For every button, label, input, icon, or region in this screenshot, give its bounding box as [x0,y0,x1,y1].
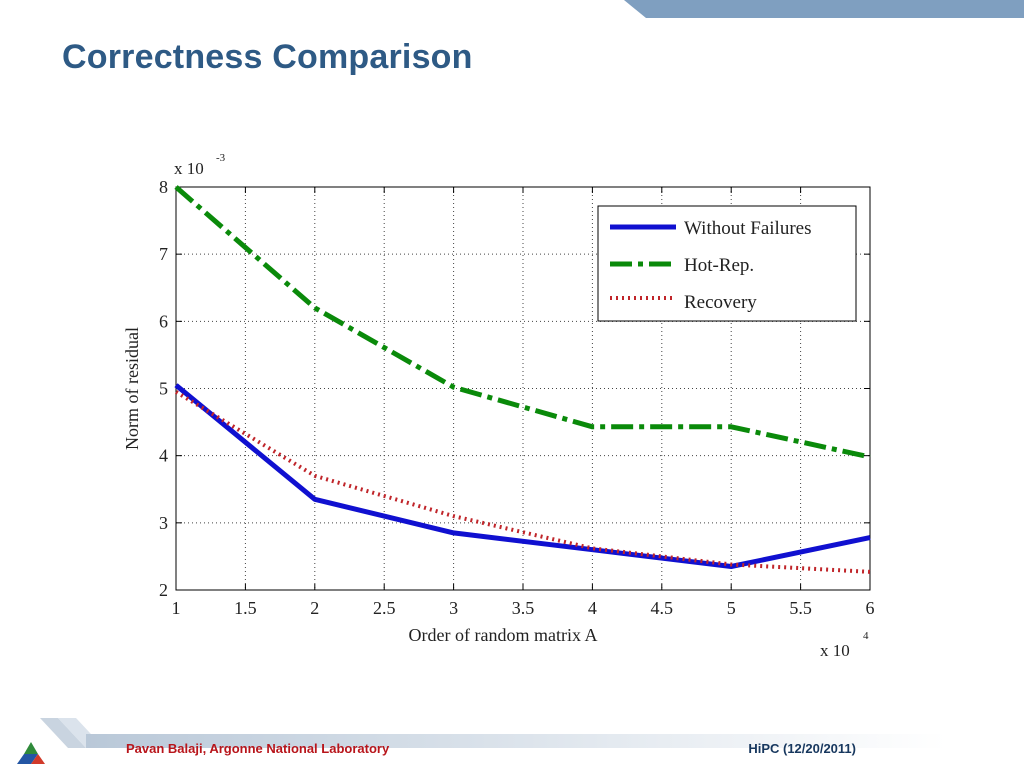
slide-title: Correctness Comparison [62,38,473,76]
axis-ticks: 1 1.5 2 2.5 3 3.5 4 4.5 5 5.5 6 2 3 4 5 6 7 8 [159,177,875,618]
y-tick-label: 5 [159,379,168,399]
x-tick-label: 3 [449,598,458,618]
series-line-0 [174,383,871,569]
x-tick-label: 5.5 [789,598,812,618]
x-tick-label: 4 [588,598,597,618]
x-tick-label: 2 [310,598,319,618]
series-line-2 [174,390,871,574]
x-tick-label: 3.5 [512,598,535,618]
y-multiplier-label: x 10 [174,159,204,178]
y-multiplier-exponent: -3 [216,152,226,164]
line-chart: 1 1.5 2 2.5 3 3.5 4 4.5 5 5.5 6 2 3 4 5 6 7 8 Norm of res… [110,140,900,670]
chart-legend: Without Failures Hot-Rep. Recovery [597,205,857,322]
y-tick-label: 2 [159,580,168,600]
header-decoration [624,0,1024,18]
series-lines [174,185,871,574]
x-tick-label: 1 [172,598,181,618]
footer-decoration [17,718,946,764]
footer-conference: HiPC (12/20/2011) [748,741,856,756]
x-tick-label: 2.5 [373,598,396,618]
x-tick-label: 6 [866,598,875,618]
footer-author: Pavan Balaji, Argonne National Laborator… [126,741,390,756]
logo-icon [17,742,45,764]
x-tick-label: 1.5 [234,598,257,618]
y-tick-label: 3 [159,513,168,533]
x-multiplier-exponent: 4 [863,630,869,642]
x-multiplier-label: x 10 [820,641,850,660]
y-tick-label: 6 [159,311,168,331]
legend-label-without-failures: Without Failures [684,218,811,239]
y-tick-label: 4 [159,446,168,466]
legend-label-recovery: Recovery [684,292,757,313]
legend-label-hot-rep: Hot-Rep. [684,255,754,276]
x-tick-label: 5 [727,598,736,618]
y-tick-label: 8 [159,177,168,197]
y-axis-label: Norm of residual [122,327,142,450]
y-tick-label: 7 [159,244,168,264]
x-axis-label: Order of random matrix A [409,625,598,645]
x-tick-label: 4.5 [651,598,674,618]
